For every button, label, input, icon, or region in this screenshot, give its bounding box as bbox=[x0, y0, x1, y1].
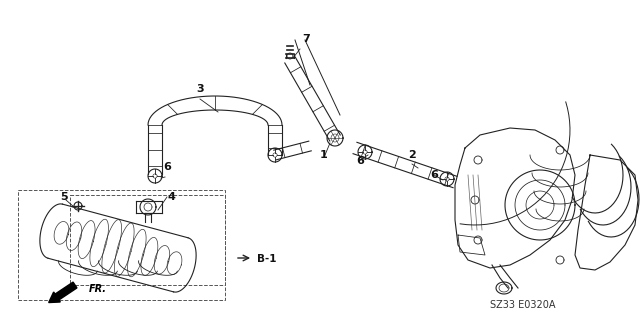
Text: 6: 6 bbox=[356, 156, 364, 166]
FancyArrow shape bbox=[49, 282, 77, 302]
Text: SZ33 E0320A: SZ33 E0320A bbox=[490, 300, 556, 310]
Text: 6: 6 bbox=[430, 170, 438, 180]
Text: 3: 3 bbox=[196, 84, 204, 94]
Text: 1: 1 bbox=[320, 150, 328, 160]
Text: 5: 5 bbox=[60, 192, 68, 202]
Text: FR.: FR. bbox=[89, 284, 107, 294]
Text: 2: 2 bbox=[408, 150, 416, 160]
Text: B-1: B-1 bbox=[257, 254, 276, 264]
Text: 6: 6 bbox=[163, 162, 171, 172]
Text: 4: 4 bbox=[168, 192, 176, 202]
Text: 7: 7 bbox=[302, 34, 310, 44]
